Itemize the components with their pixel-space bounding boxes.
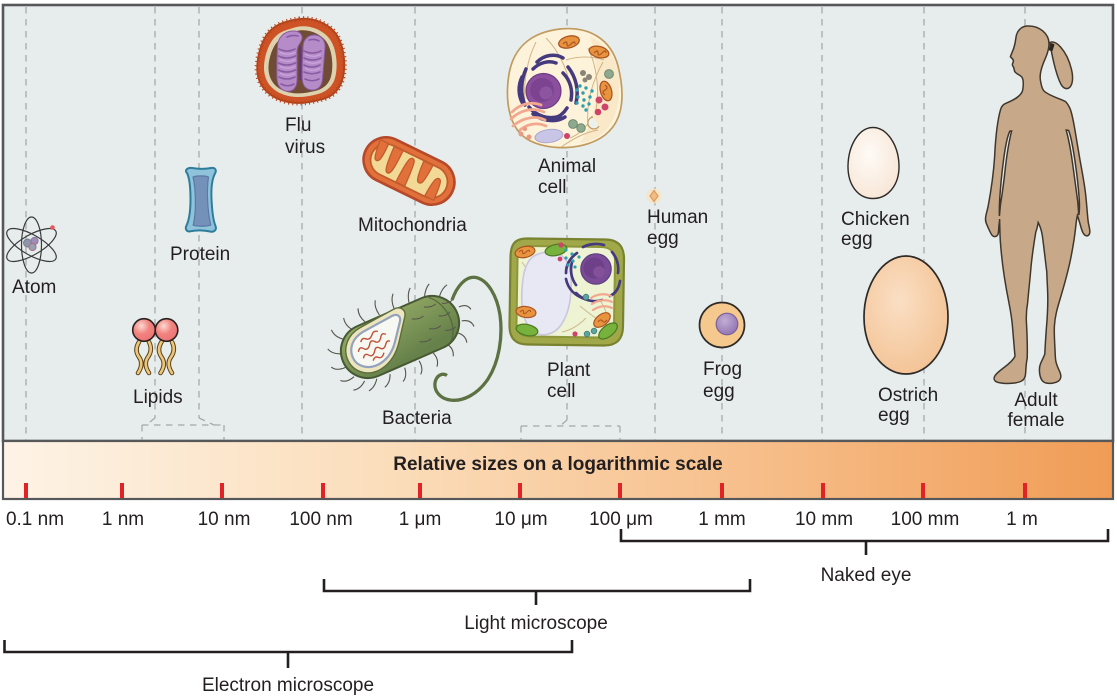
svg-text:Flu: Flu <box>285 115 311 136</box>
svg-text:Plant: Plant <box>547 360 591 381</box>
svg-text:Mitochondria: Mitochondria <box>358 215 467 236</box>
svg-text:egg: egg <box>878 405 910 426</box>
svg-text:cell: cell <box>547 381 576 402</box>
svg-text:Atom: Atom <box>12 277 56 298</box>
svg-text:Bacteria: Bacteria <box>382 408 452 429</box>
svg-text:100 mm: 100 mm <box>891 509 960 530</box>
svg-text:Human: Human <box>647 207 708 228</box>
svg-text:1 μm: 1 μm <box>399 509 442 530</box>
svg-text:Protein: Protein <box>170 244 230 265</box>
svg-text:Animal: Animal <box>538 156 596 177</box>
svg-text:virus: virus <box>285 137 325 158</box>
svg-text:egg: egg <box>841 229 873 250</box>
svg-text:100 μm: 100 μm <box>589 509 653 530</box>
svg-text:10 nm: 10 nm <box>198 509 251 530</box>
svg-text:egg: egg <box>647 228 679 249</box>
svg-text:1 m: 1 m <box>1006 509 1038 530</box>
svg-text:Chicken: Chicken <box>841 209 910 230</box>
svg-text:1 mm: 1 mm <box>698 509 746 530</box>
svg-text:female: female <box>1007 410 1064 431</box>
svg-text:Relative sizes on a logarithmi: Relative sizes on a logarithmic scale <box>393 454 722 475</box>
svg-text:Ostrich: Ostrich <box>878 385 938 406</box>
svg-text:10 μm: 10 μm <box>494 509 547 530</box>
svg-text:Light microscope: Light microscope <box>464 613 608 634</box>
svg-text:cell: cell <box>538 177 567 198</box>
svg-text:Electron microscope: Electron microscope <box>202 675 374 696</box>
svg-text:0.1 nm: 0.1 nm <box>6 509 64 530</box>
svg-text:100 nm: 100 nm <box>289 509 352 530</box>
svg-text:10 mm: 10 mm <box>795 509 853 530</box>
svg-text:egg: egg <box>703 381 735 402</box>
svg-text:Adult: Adult <box>1014 390 1058 411</box>
svg-text:Lipids: Lipids <box>133 387 183 408</box>
svg-text:Naked eye: Naked eye <box>821 565 912 586</box>
svg-text:Frog: Frog <box>703 359 742 380</box>
svg-text:1 nm: 1 nm <box>102 509 144 530</box>
